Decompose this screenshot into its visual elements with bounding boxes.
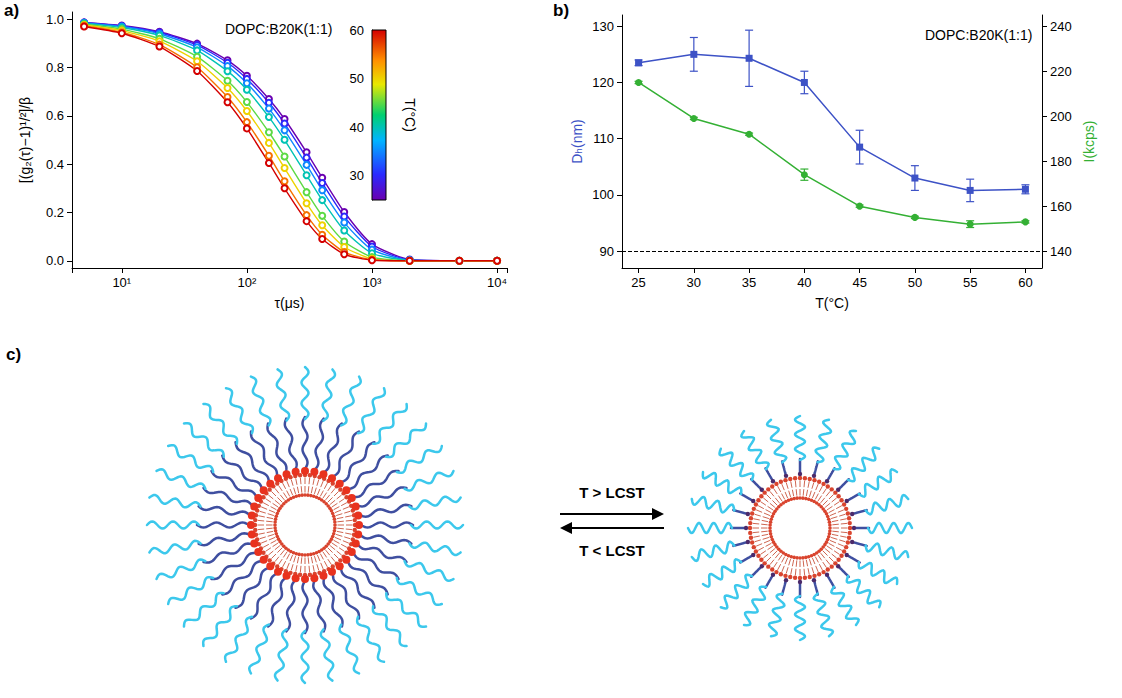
svg-text:140: 140	[1050, 244, 1072, 259]
svg-text:0.4: 0.4	[46, 157, 64, 172]
svg-text:35: 35	[742, 275, 756, 290]
svg-text:a): a)	[4, 1, 19, 20]
svg-text:DOPC:B20K(1:1): DOPC:B20K(1:1)	[225, 21, 332, 37]
svg-text:160: 160	[1050, 199, 1072, 214]
svg-text:30: 30	[687, 275, 701, 290]
svg-text:180: 180	[1050, 154, 1072, 169]
svg-text:60: 60	[1018, 275, 1032, 290]
svg-text:Dₕ(nm): Dₕ(nm)	[569, 119, 585, 164]
svg-text:220: 220	[1050, 64, 1072, 79]
svg-text:100: 100	[592, 187, 614, 202]
svg-text:[(g₂(τ)−1)¹/²]/β: [(g₂(τ)−1)¹/²]/β	[17, 97, 33, 183]
svg-text:60: 60	[350, 23, 364, 38]
svg-text:40: 40	[350, 120, 364, 135]
svg-text:0.6: 0.6	[46, 108, 64, 123]
svg-text:50: 50	[908, 275, 922, 290]
svg-text:0.8: 0.8	[46, 60, 64, 75]
svg-text:90: 90	[600, 244, 614, 259]
svg-text:55: 55	[963, 275, 977, 290]
svg-text:DOPC:B20K(1:1): DOPC:B20K(1:1)	[925, 27, 1032, 43]
svg-text:T(°C): T(°C)	[815, 295, 849, 311]
svg-text:T > LCST: T > LCST	[579, 484, 644, 501]
svg-text:T < LCST: T < LCST	[579, 542, 644, 559]
svg-text:110: 110	[593, 131, 614, 146]
svg-text:10¹: 10¹	[112, 275, 131, 290]
svg-text:40: 40	[797, 275, 811, 290]
svg-text:50: 50	[350, 71, 364, 86]
svg-text:10²: 10²	[237, 275, 256, 290]
svg-text:b): b)	[553, 1, 569, 20]
svg-text:τ(μs): τ(μs)	[275, 295, 305, 311]
svg-text:T(°C): T(°C)	[402, 98, 418, 132]
svg-text:c): c)	[6, 345, 21, 364]
svg-text:10⁴: 10⁴	[487, 275, 507, 290]
svg-text:240: 240	[1050, 19, 1072, 34]
svg-text:200: 200	[1050, 109, 1072, 124]
svg-text:45: 45	[852, 275, 866, 290]
svg-text:130: 130	[592, 19, 614, 34]
svg-text:120: 120	[592, 75, 614, 90]
svg-text:0.2: 0.2	[46, 205, 64, 220]
svg-text:1.0: 1.0	[46, 12, 64, 27]
svg-text:0.0: 0.0	[46, 253, 64, 268]
svg-text:25: 25	[631, 275, 645, 290]
svg-text:I(kcps): I(kcps)	[1081, 121, 1097, 163]
svg-text:10³: 10³	[363, 275, 382, 290]
svg-text:30: 30	[350, 168, 364, 183]
